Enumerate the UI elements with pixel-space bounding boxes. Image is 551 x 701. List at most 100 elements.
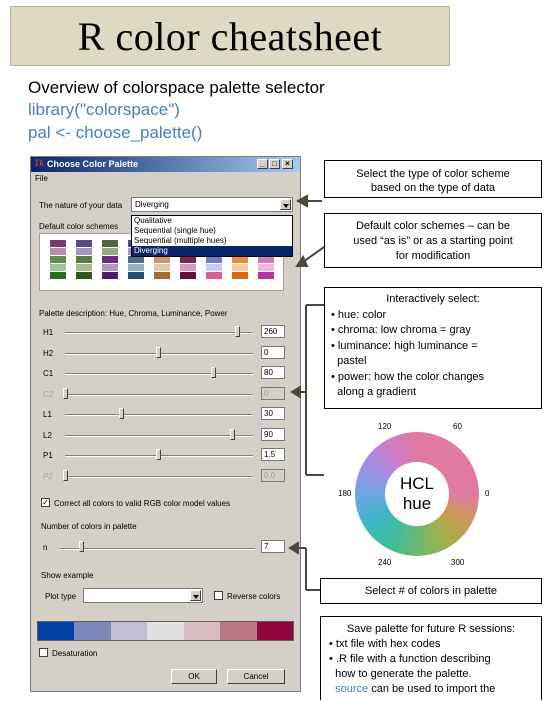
slider-field-c1[interactable]: 80 xyxy=(261,366,285,379)
slider-label-l2: L2 xyxy=(43,430,52,440)
minimize-button[interactable]: _ xyxy=(257,159,268,169)
scheme-swatch-group[interactable] xyxy=(76,240,92,280)
slider-field-h1[interactable]: 260 xyxy=(261,325,285,338)
scheme-swatch xyxy=(128,264,144,271)
tick-180: 180 xyxy=(338,489,352,498)
choose-palette-dialog: Tk Choose Color Palette _ □ × File The n… xyxy=(30,156,301,692)
hcl-wheel-label: HCL hue xyxy=(385,474,449,514)
callout-save-rfile: • .R file with a function describing xyxy=(329,653,491,665)
nature-option-seq-multiple[interactable]: Sequential (multiple hues) xyxy=(134,236,227,245)
cancel-button[interactable]: Cancel xyxy=(227,669,285,684)
dialog-title: Choose Color Palette xyxy=(47,159,139,169)
correct-colors-checkbox[interactable]: ✓ xyxy=(41,498,50,507)
palette-preview xyxy=(37,621,294,641)
slider-thumb-l1[interactable] xyxy=(118,408,124,419)
hcl-wheel-center xyxy=(385,462,449,526)
slider-track-h1[interactable] xyxy=(65,332,253,334)
hcl-label-line1: HCL xyxy=(399,474,434,493)
close-button[interactable]: × xyxy=(282,159,293,169)
scheme-swatch xyxy=(180,256,196,263)
chevron-down-icon[interactable] xyxy=(190,590,201,601)
palette-description-label: Palette description: Hue, Chroma, Lumina… xyxy=(39,309,228,318)
scheme-swatch xyxy=(180,264,196,271)
n-label: n xyxy=(43,543,48,552)
n-slider-track[interactable] xyxy=(59,548,255,550)
default-schemes-label: Default color schemes xyxy=(39,222,119,231)
reverse-colors-checkbox[interactable] xyxy=(214,591,223,600)
scheme-swatch xyxy=(50,256,66,263)
scheme-swatch xyxy=(258,256,274,263)
callout-defaults: Default color schemes – can be used “as … xyxy=(324,213,542,268)
slider-label-h1: H1 xyxy=(43,328,54,337)
ok-button[interactable]: OK xyxy=(171,669,217,684)
subtitle: Overview of colorspace palette selector xyxy=(28,78,325,97)
nature-option-seq-single[interactable]: Sequential (single hue) xyxy=(134,226,216,235)
tick-300: 300 xyxy=(451,558,465,567)
desaturation-label: Desaturation xyxy=(52,649,98,658)
slider-field-l2[interactable]: 90 xyxy=(261,427,285,441)
arrow-ncolors-head xyxy=(288,541,299,555)
slider-track-l2[interactable] xyxy=(65,434,253,437)
nature-option-diverging[interactable]: Diverging xyxy=(132,246,292,256)
maximize-button[interactable]: □ xyxy=(269,159,280,169)
nature-label: The nature of your data xyxy=(39,201,123,210)
scheme-swatch-group[interactable] xyxy=(102,240,118,280)
callout-type: Select the type of color scheme based on… xyxy=(324,160,542,198)
slider-label-p2: P2 xyxy=(43,471,53,481)
menu-file[interactable]: File xyxy=(35,174,48,183)
chevron-down-icon[interactable] xyxy=(280,199,291,210)
callout-item-luminance-cont: pastel xyxy=(331,355,367,367)
scheme-swatch xyxy=(50,248,66,255)
slider-thumb-h1[interactable] xyxy=(235,326,241,337)
scheme-swatch xyxy=(50,264,66,271)
callout-interactive: Interactively select: • hue: color • chr… xyxy=(324,287,542,409)
show-example-label: Show example xyxy=(41,571,94,580)
slider-thumb-p2 xyxy=(63,469,68,481)
slider-field-h2[interactable]: 0 xyxy=(261,345,285,359)
slider-field-p1[interactable]: 1.5 xyxy=(261,448,285,461)
callout-save-title: Save palette for future R sessions: xyxy=(346,623,516,635)
slider-label-h2: H2 xyxy=(43,348,54,358)
nature-select[interactable]: Diverging xyxy=(131,197,293,212)
slider-thumb-l2[interactable] xyxy=(229,428,235,440)
arrow-defaults xyxy=(302,246,325,263)
arrow-interactive-head xyxy=(290,385,301,399)
palette-color xyxy=(110,622,148,640)
hcl-label-line2: hue xyxy=(402,494,432,513)
scheme-swatch xyxy=(76,256,92,263)
code-line-choose-palette: pal <- choose_palette() xyxy=(28,123,203,142)
scheme-swatch xyxy=(102,272,118,279)
dialog-titlebar[interactable]: Tk Choose Color Palette _ □ × xyxy=(31,157,300,172)
slider-thumb-c1[interactable] xyxy=(211,367,216,378)
scheme-swatch xyxy=(232,256,248,263)
slider-track-p2 xyxy=(65,475,253,478)
desaturation-checkbox[interactable] xyxy=(39,648,48,657)
palette-color xyxy=(38,622,75,640)
slider-thumb-p1[interactable] xyxy=(155,449,161,460)
n-field[interactable]: 7 xyxy=(261,540,285,553)
scheme-swatch xyxy=(76,248,92,255)
palette-color xyxy=(220,622,257,640)
scheme-swatch xyxy=(258,264,274,271)
scheme-swatch-group[interactable] xyxy=(50,240,66,280)
page-title: R color cheatsheet xyxy=(77,13,383,59)
slider-field-l1[interactable]: 30 xyxy=(261,407,285,420)
callout-type-line2: based on the type of data xyxy=(370,182,496,194)
slider-field-p2: 0.0 xyxy=(261,468,285,482)
plot-type-select[interactable] xyxy=(83,588,203,603)
slider-thumb-h2[interactable] xyxy=(155,346,161,358)
slider-label-l1: L1 xyxy=(43,410,52,419)
slider-track-l1[interactable] xyxy=(65,414,253,416)
slider-label-p1: P1 xyxy=(43,451,53,460)
callout-save-txt: • txt file with hex codes xyxy=(329,638,441,650)
scheme-swatch xyxy=(206,272,222,279)
callout-item-hue: • hue: color xyxy=(331,308,387,321)
callout-defaults-line3: for modification xyxy=(395,250,471,262)
n-slider-thumb[interactable] xyxy=(78,541,84,552)
nature-option-qualitative[interactable]: Qualitative xyxy=(134,216,172,225)
slider-track-c1[interactable] xyxy=(65,373,253,375)
scheme-swatch xyxy=(232,264,248,271)
slider-field-c2: 0 xyxy=(261,386,285,400)
slider-track-c2 xyxy=(65,393,253,396)
palette-color xyxy=(74,622,111,640)
